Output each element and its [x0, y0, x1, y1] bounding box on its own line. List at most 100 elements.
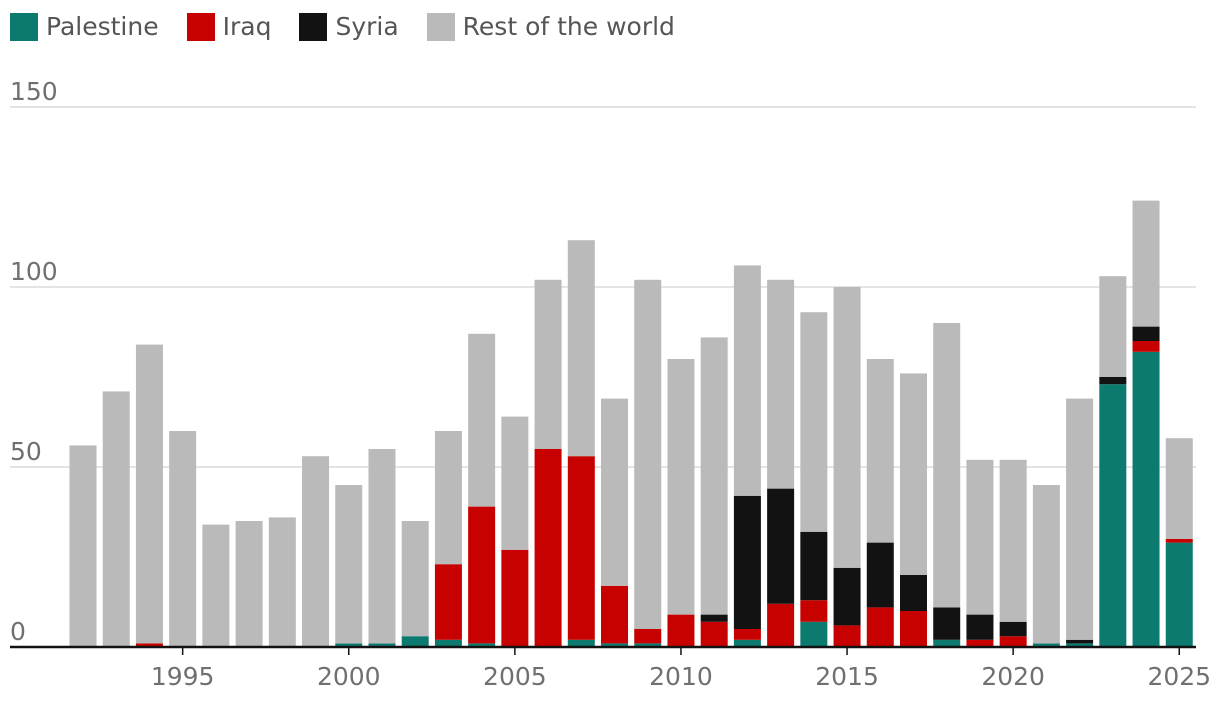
bar-2019-iraq — [966, 639, 994, 647]
bar-2007-iraq — [567, 456, 595, 640]
bar-2014-rest-of-the-world — [800, 312, 828, 532]
bar-2022-syria — [1066, 639, 1094, 644]
bar-2000-palestine — [335, 643, 363, 647]
bar-2010-rest-of-the-world — [667, 359, 695, 615]
legend-swatch-palestine — [10, 12, 38, 41]
bar-2001-rest-of-the-world — [368, 449, 396, 644]
bar-1995-rest-of-the-world — [169, 431, 197, 647]
bar-1993-rest-of-the-world — [102, 391, 130, 647]
bar-2016-rest-of-the-world — [866, 359, 894, 543]
bar-2025-palestine — [1165, 542, 1193, 647]
bar-2004-iraq — [468, 506, 496, 644]
bar-2012-rest-of-the-world — [733, 265, 761, 496]
bar-2013-iraq — [767, 603, 795, 647]
bar-2011-iraq — [700, 621, 728, 647]
bar-2017-rest-of-the-world — [900, 373, 927, 575]
bar-2018-rest-of-the-world — [933, 323, 961, 608]
bar-1994-iraq — [135, 643, 163, 647]
bar-2018-palestine — [933, 639, 961, 647]
bar-2023-rest-of-the-world — [1099, 276, 1127, 377]
bar-2024-palestine — [1132, 351, 1160, 647]
bar-2020-iraq — [999, 636, 1027, 647]
bar-2006-rest-of-the-world — [534, 279, 562, 449]
bar-1994-rest-of-the-world — [135, 344, 163, 644]
bar-1992-rest-of-the-world — [69, 445, 97, 647]
x-tick-label-2025: 2025 — [1147, 662, 1211, 691]
bar-2010-iraq — [667, 614, 695, 647]
bar-2020-rest-of-the-world — [999, 459, 1027, 622]
bar-2014-syria — [800, 531, 828, 601]
legend-swatch-syria — [299, 12, 328, 41]
bar-1999-rest-of-the-world — [302, 456, 330, 647]
bar-2013-rest-of-the-world — [767, 279, 795, 489]
legend-item-rest-of-world: Rest of the world — [426, 12, 675, 41]
x-tick-label-2000: 2000 — [317, 662, 381, 691]
bar-2007-palestine — [567, 639, 595, 647]
bar-2004-rest-of-the-world — [468, 333, 496, 507]
legend-label-syria: Syria — [335, 12, 399, 41]
bar-2006-iraq — [534, 449, 562, 647]
bar-2001-palestine — [368, 643, 396, 647]
bar-2014-palestine — [800, 621, 828, 647]
bar-2015-syria — [833, 567, 861, 626]
bars-layer — [69, 200, 1193, 647]
legend-item-iraq: Iraq — [186, 12, 272, 41]
legend-swatch-iraq — [186, 12, 215, 41]
bar-2008-palestine — [601, 643, 629, 647]
bar-2019-syria — [966, 614, 994, 640]
bar-2000-rest-of-the-world — [335, 485, 363, 644]
x-tick-label-2005: 2005 — [483, 662, 547, 691]
bar-2021-palestine — [1032, 643, 1060, 647]
bar-2017-syria — [900, 575, 927, 611]
legend-label-iraq: Iraq — [222, 12, 272, 41]
bar-2003-rest-of-the-world — [434, 431, 462, 565]
bar-2015-iraq — [833, 625, 861, 647]
bar-2016-syria — [866, 542, 894, 608]
bar-1998-rest-of-the-world — [268, 517, 296, 647]
bar-2016-iraq — [866, 607, 894, 647]
y-tick-label-100: 100 — [10, 257, 58, 286]
bar-2003-palestine — [434, 639, 462, 647]
bar-2008-rest-of-the-world — [601, 398, 629, 586]
bar-2011-syria — [700, 614, 728, 622]
x-tick-label-2010: 2010 — [649, 662, 713, 691]
y-tick-label-150: 150 — [10, 77, 58, 106]
bar-2012-iraq — [733, 629, 761, 640]
bar-2004-palestine — [468, 643, 496, 647]
bar-2024-iraq — [1132, 341, 1160, 352]
legend-label-rest-of-world: Rest of the world — [462, 12, 675, 41]
x-tick-label-1995: 1995 — [151, 662, 215, 691]
bar-2003-iraq — [434, 564, 462, 640]
x-tick-label-2015: 2015 — [815, 662, 879, 691]
bar-2011-rest-of-the-world — [700, 337, 728, 615]
legend-item-syria: Syria — [299, 12, 399, 41]
bar-2013-syria — [767, 488, 795, 604]
bar-2024-syria — [1132, 326, 1160, 341]
axis-layer: 1995 2000 2005 2010 2015 2020 2025 — [10, 645, 1211, 691]
bar-2002-palestine — [401, 636, 429, 647]
bar-2018-syria — [933, 607, 961, 640]
bar-2022-rest-of-the-world — [1066, 398, 1094, 640]
bar-2025-rest-of-the-world — [1165, 438, 1193, 539]
bar-2015-rest-of-the-world — [833, 287, 861, 568]
bar-2022-palestine — [1066, 643, 1094, 647]
bar-2019-rest-of-the-world — [966, 459, 994, 615]
bar-1996-rest-of-the-world — [202, 524, 230, 647]
bar-2007-rest-of-the-world — [567, 240, 595, 457]
y-tick-label-0: 0 — [10, 617, 26, 646]
bar-2009-iraq — [634, 629, 662, 644]
bar-2020-syria — [999, 621, 1027, 637]
legend-item-palestine: Palestine — [10, 12, 159, 41]
bar-2012-palestine — [733, 639, 761, 647]
bar-2021-rest-of-the-world — [1032, 485, 1060, 644]
bar-2005-rest-of-the-world — [501, 416, 529, 550]
bar-2014-iraq — [800, 600, 828, 622]
bar-1997-rest-of-the-world — [235, 521, 263, 647]
bar-2012-syria — [733, 495, 761, 629]
bar-2023-syria — [1099, 377, 1127, 385]
x-tick-label-2020: 2020 — [981, 662, 1045, 691]
legend-label-palestine: Palestine — [46, 12, 159, 41]
bar-2009-palestine — [634, 643, 662, 647]
bar-2025-iraq — [1165, 539, 1193, 543]
